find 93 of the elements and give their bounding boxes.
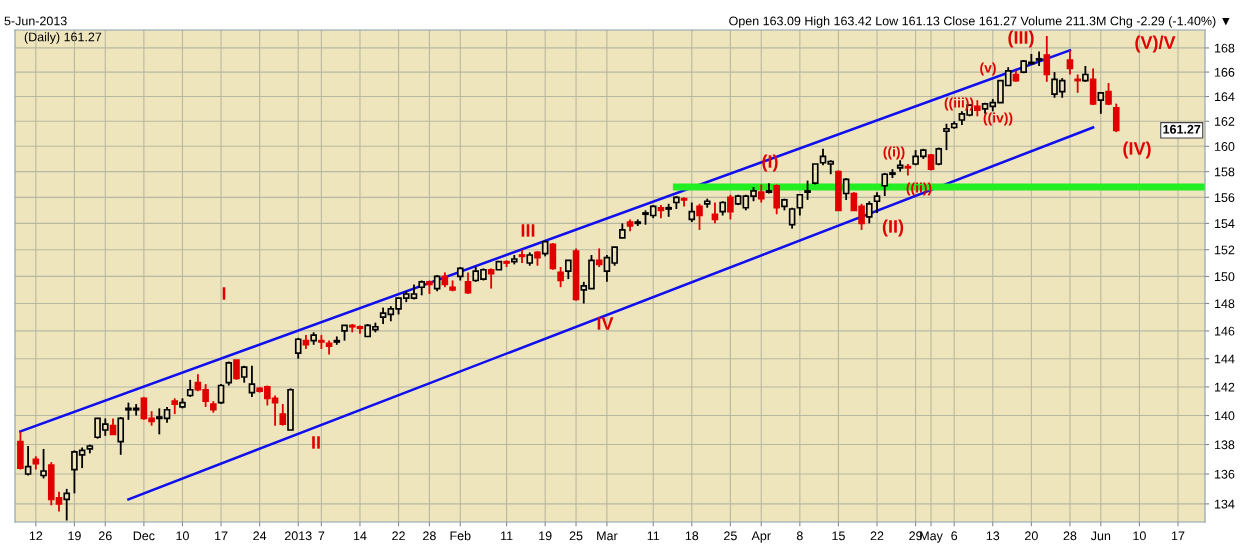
- x-tick-label: 12: [29, 531, 43, 541]
- y-tick-label: 134: [1214, 499, 1235, 509]
- x-tick-label: 8: [796, 531, 803, 541]
- x-tick-label: 14: [353, 531, 367, 541]
- x-tick-label: Apr: [751, 531, 771, 543]
- y-tick-label: 148: [1214, 299, 1235, 309]
- y-tick-label: 142: [1214, 382, 1235, 392]
- x-tick-label: 11: [501, 531, 513, 541]
- annotation: ((i)): [883, 146, 905, 160]
- candlestick: [487, 267, 495, 290]
- x-tick-label: 26: [98, 531, 112, 541]
- x-tick-label: 25: [569, 531, 583, 541]
- annotation: II: [312, 436, 320, 449]
- y-tick-label: 162: [1214, 117, 1235, 126]
- annotation: ((iv)): [983, 112, 1013, 126]
- annotation: III: [521, 224, 535, 237]
- candlestick: [943, 122, 950, 151]
- annotation: (IV): [1123, 141, 1151, 159]
- candlestick: [1066, 49, 1074, 76]
- x-tick-label: 19: [539, 531, 552, 541]
- chart-subtitle: 5-Jun-2013: [4, 16, 67, 26]
- annotation: (II): [882, 219, 904, 237]
- candlestick: [865, 200, 873, 225]
- candlestick: [279, 403, 287, 427]
- x-tick-label: 10: [176, 531, 189, 541]
- x-tick-label: 10: [1133, 531, 1146, 541]
- y-tick-label: 144: [1214, 354, 1235, 364]
- y-tick-label: 158: [1214, 167, 1235, 177]
- annotation: ((iii)): [944, 97, 974, 111]
- y-tick-label: 154: [1214, 219, 1235, 229]
- candlestick: [565, 259, 572, 281]
- y-tick-label: 164: [1214, 92, 1235, 102]
- x-tick-label: 29: [909, 531, 922, 541]
- y-tick-label: 156: [1214, 193, 1235, 202]
- annotation: I: [222, 287, 226, 300]
- annotation: (III): [1008, 30, 1034, 48]
- candlestick: [40, 448, 47, 480]
- candlestick: [873, 191, 881, 214]
- x-tick-label: 17: [1171, 531, 1185, 541]
- candlestick: [727, 193, 734, 221]
- candlestick: [1043, 35, 1051, 83]
- candlestick: [233, 359, 240, 381]
- text: Open 163.09 High 163.42 Low 161.13 Close 161.27 Volume 211.3M Chg -2.29 (-1.40%) ▼: [729, 16, 1230, 28]
- y-tick-label: 160: [1214, 142, 1235, 151]
- y-tick-label: 168: [1214, 43, 1235, 53]
- annotation: (Daily) 161.27: [24, 32, 102, 44]
- y-tick-label: 140: [1214, 411, 1235, 421]
- candlestick: [688, 201, 696, 223]
- x-tick-label: Mar: [597, 531, 618, 541]
- x-tick-label: 15: [832, 531, 845, 541]
- annotation: (v): [980, 62, 996, 76]
- x-tick-label: 19: [68, 531, 81, 541]
- x-tick-label: 6: [951, 531, 958, 541]
- x-tick-label: Jun: [1090, 531, 1111, 541]
- y-tick-label: 150: [1214, 272, 1235, 282]
- x-tick-label: 28: [1063, 531, 1077, 541]
- x-tick-label: 11: [647, 531, 660, 541]
- candlestick: [796, 193, 804, 217]
- candlestick: [711, 201, 719, 225]
- y-tick-label: 138: [1214, 440, 1235, 450]
- y-tick-label: 136: [1214, 469, 1235, 479]
- x-tick-label: Dec: [133, 531, 155, 541]
- candlestick: [696, 202, 703, 231]
- x-tick-label: 18: [685, 531, 699, 541]
- candlestick: [248, 364, 256, 398]
- x-tick-label: 22: [870, 531, 884, 541]
- y-tick-label: 152: [1214, 245, 1235, 255]
- x-tick-label: 20: [1025, 531, 1038, 541]
- candlestick: [549, 242, 557, 271]
- candlestick: [1112, 102, 1120, 134]
- x-tick-label: May: [920, 531, 943, 543]
- x-tick-label: Feb: [450, 531, 471, 541]
- x-tick-label: 24: [253, 531, 267, 541]
- y-tick-label: 146: [1214, 326, 1235, 336]
- x-tick-label: 22: [392, 531, 405, 541]
- annotation: (V)/V: [1135, 35, 1176, 53]
- x-tick-label: 2013: [284, 531, 312, 541]
- annotation: IV: [597, 317, 614, 330]
- candlestick: [757, 183, 765, 204]
- candlestick: [464, 271, 472, 295]
- x-tick-label: 13: [986, 531, 1000, 541]
- candlestick: [1097, 91, 1105, 115]
- candlestick: [804, 179, 811, 201]
- candlestick: [773, 183, 780, 216]
- x-tick-label: 17: [215, 531, 228, 541]
- candlestick: [557, 266, 564, 289]
- x-tick-label: 7: [318, 531, 325, 541]
- candlestick: [117, 416, 125, 456]
- annotation: 161.27: [1163, 124, 1201, 134]
- y-tick-label: 166: [1214, 67, 1235, 77]
- x-tick-label: 25: [724, 531, 737, 541]
- candlestick: [24, 445, 32, 477]
- x-tick-label: 28: [423, 531, 436, 541]
